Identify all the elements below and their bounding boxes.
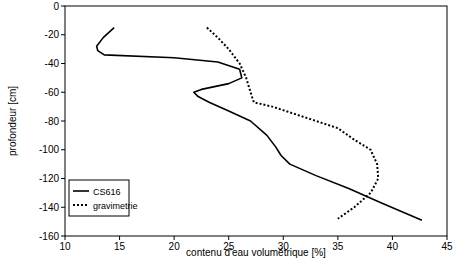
x-tick: [447, 236, 448, 240]
plot-frame: [65, 6, 447, 236]
y-tick-label: -100: [39, 144, 59, 155]
y-tick-label: -120: [39, 173, 59, 184]
x-axis-label: contenu d'eau volumétrique [%]: [186, 247, 326, 258]
x-tick-label: 35: [332, 241, 344, 252]
y-tick: [61, 207, 65, 208]
series-group: [97, 28, 422, 221]
y-tick: [61, 236, 65, 237]
y-tick-label: 0: [53, 1, 59, 12]
x-tick: [119, 236, 120, 240]
y-tick: [61, 34, 65, 35]
y-axis-label: profondeur [cm]: [7, 86, 18, 156]
x-tick: [283, 236, 284, 240]
x-tick: [228, 236, 229, 240]
legend-swatch: [73, 190, 89, 192]
x-tick-label: 45: [441, 241, 453, 252]
legend-label: CS616: [93, 187, 121, 197]
x-tick-label: 40: [387, 241, 399, 252]
x-tick-label: 15: [114, 241, 126, 252]
y-tick: [61, 92, 65, 93]
y-tick-label: -60: [45, 87, 60, 98]
chart: 0-20-40-60-80-100-120-140-16010152025303…: [0, 0, 457, 259]
x-tick: [392, 236, 393, 240]
series-line: [207, 28, 378, 219]
y-tick-label: -160: [39, 231, 59, 242]
legend: CS616 gravimetrie: [69, 180, 138, 216]
x-tick-label: 20: [169, 241, 181, 252]
y-tick-label: -20: [45, 29, 60, 40]
y-tick: [61, 149, 65, 150]
y-tick: [61, 121, 65, 122]
y-tick-label: -140: [39, 202, 59, 213]
x-tick: [65, 236, 66, 240]
y-tick: [61, 6, 65, 7]
y-tick-label: -80: [45, 116, 60, 127]
series-line: [97, 28, 422, 221]
x-tick: [174, 236, 175, 240]
legend-swatch: [73, 204, 89, 206]
y-tick-label: -40: [45, 58, 60, 69]
y-tick: [61, 63, 65, 64]
y-tick: [61, 178, 65, 179]
x-tick-label: 10: [59, 241, 71, 252]
legend-box: [69, 180, 129, 216]
legend-label: gravimetrie: [93, 201, 138, 211]
x-tick: [337, 236, 338, 240]
